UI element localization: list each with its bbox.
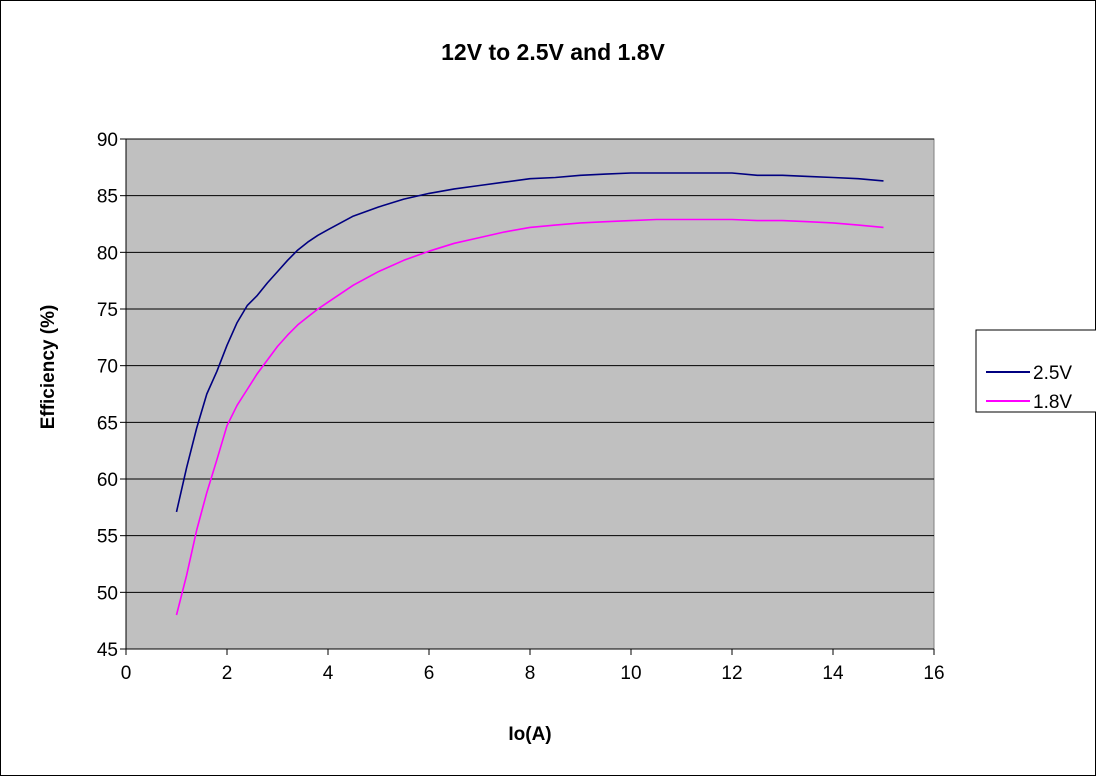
x-tick-label: 2 [222,663,233,684]
x-tick-label: 0 [121,663,132,684]
legend-label: 2.5V [1033,363,1072,384]
x-tick-label: 12 [721,663,742,684]
y-tick-label: 55 [97,527,118,548]
y-tick-label: 50 [97,583,118,604]
x-tick-label: 6 [424,663,435,684]
x-axis-title: Io(A) [508,724,551,745]
y-tick-label: 45 [97,640,118,661]
series-line-1.8V [175,218,884,616]
y-tick-label: 90 [97,130,118,151]
y-tick-label: 80 [97,243,118,264]
x-tick-label: 8 [525,663,536,684]
chart-title: 12V to 2.5V and 1.8V [441,39,665,65]
series-lines [175,172,884,616]
x-axis-ticks: 0 2 4 6 8 10 12 14 16 [121,649,945,684]
x-tick-label: 10 [620,663,641,684]
grid-lines [126,138,934,593]
y-tick-label: 70 [97,357,118,378]
y-tick-label: 60 [97,470,118,491]
x-tick-label: 14 [822,663,844,684]
y-tick-label: 85 [97,187,118,208]
series-line-2.5V [175,172,884,513]
y-axis-title: Efficiency (%) [38,305,59,430]
x-tick-label: 16 [923,663,944,684]
y-tick-label: 65 [97,413,118,434]
y-axis-ticks: 45 50 55 60 65 70 75 80 85 90 [97,130,126,661]
legend-label: 1.8V [1033,392,1072,413]
plot-area [125,138,935,650]
legend: 2.5V 1.8V [975,329,1096,413]
y-tick-label: 75 [97,300,118,321]
x-tick-label: 4 [323,663,334,684]
